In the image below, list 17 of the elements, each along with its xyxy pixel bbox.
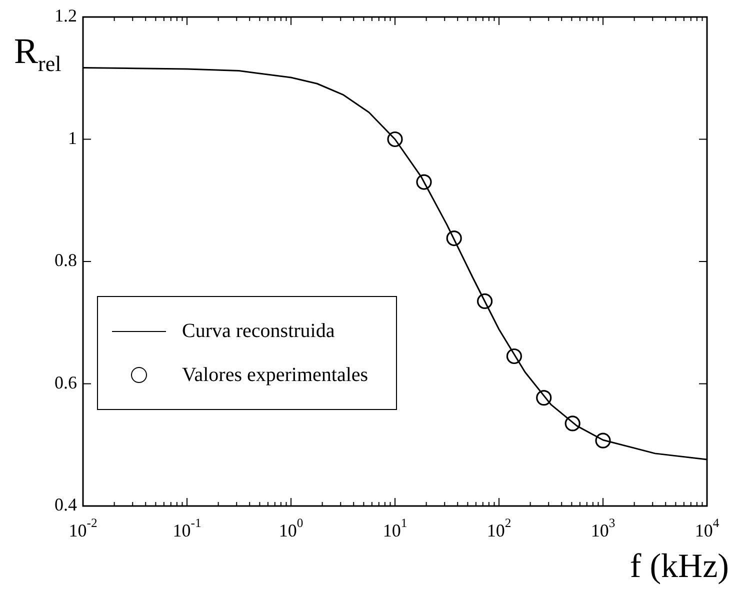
y-tick-label: 1: [68, 128, 77, 148]
y-tick-label: 0.6: [54, 372, 77, 392]
point: [506, 348, 522, 364]
point: [387, 131, 403, 148]
y-tick-label: 0.4: [54, 494, 77, 515]
y-axis-title: R$_{rel}$: [14, 30, 62, 78]
legend-label: Valores experimentales: [182, 364, 368, 386]
point: [536, 390, 552, 406]
point: [416, 174, 432, 190]
y-tick-label: 0.8: [54, 250, 77, 270]
x-axis-title: f (kHz): [630, 548, 729, 586]
point: [446, 230, 462, 246]
legend-label: Curva reconstruida: [182, 320, 335, 342]
point: [564, 416, 580, 432]
point: [595, 432, 611, 448]
point: [476, 293, 493, 310]
y-tick-label: 1.2: [54, 6, 77, 26]
